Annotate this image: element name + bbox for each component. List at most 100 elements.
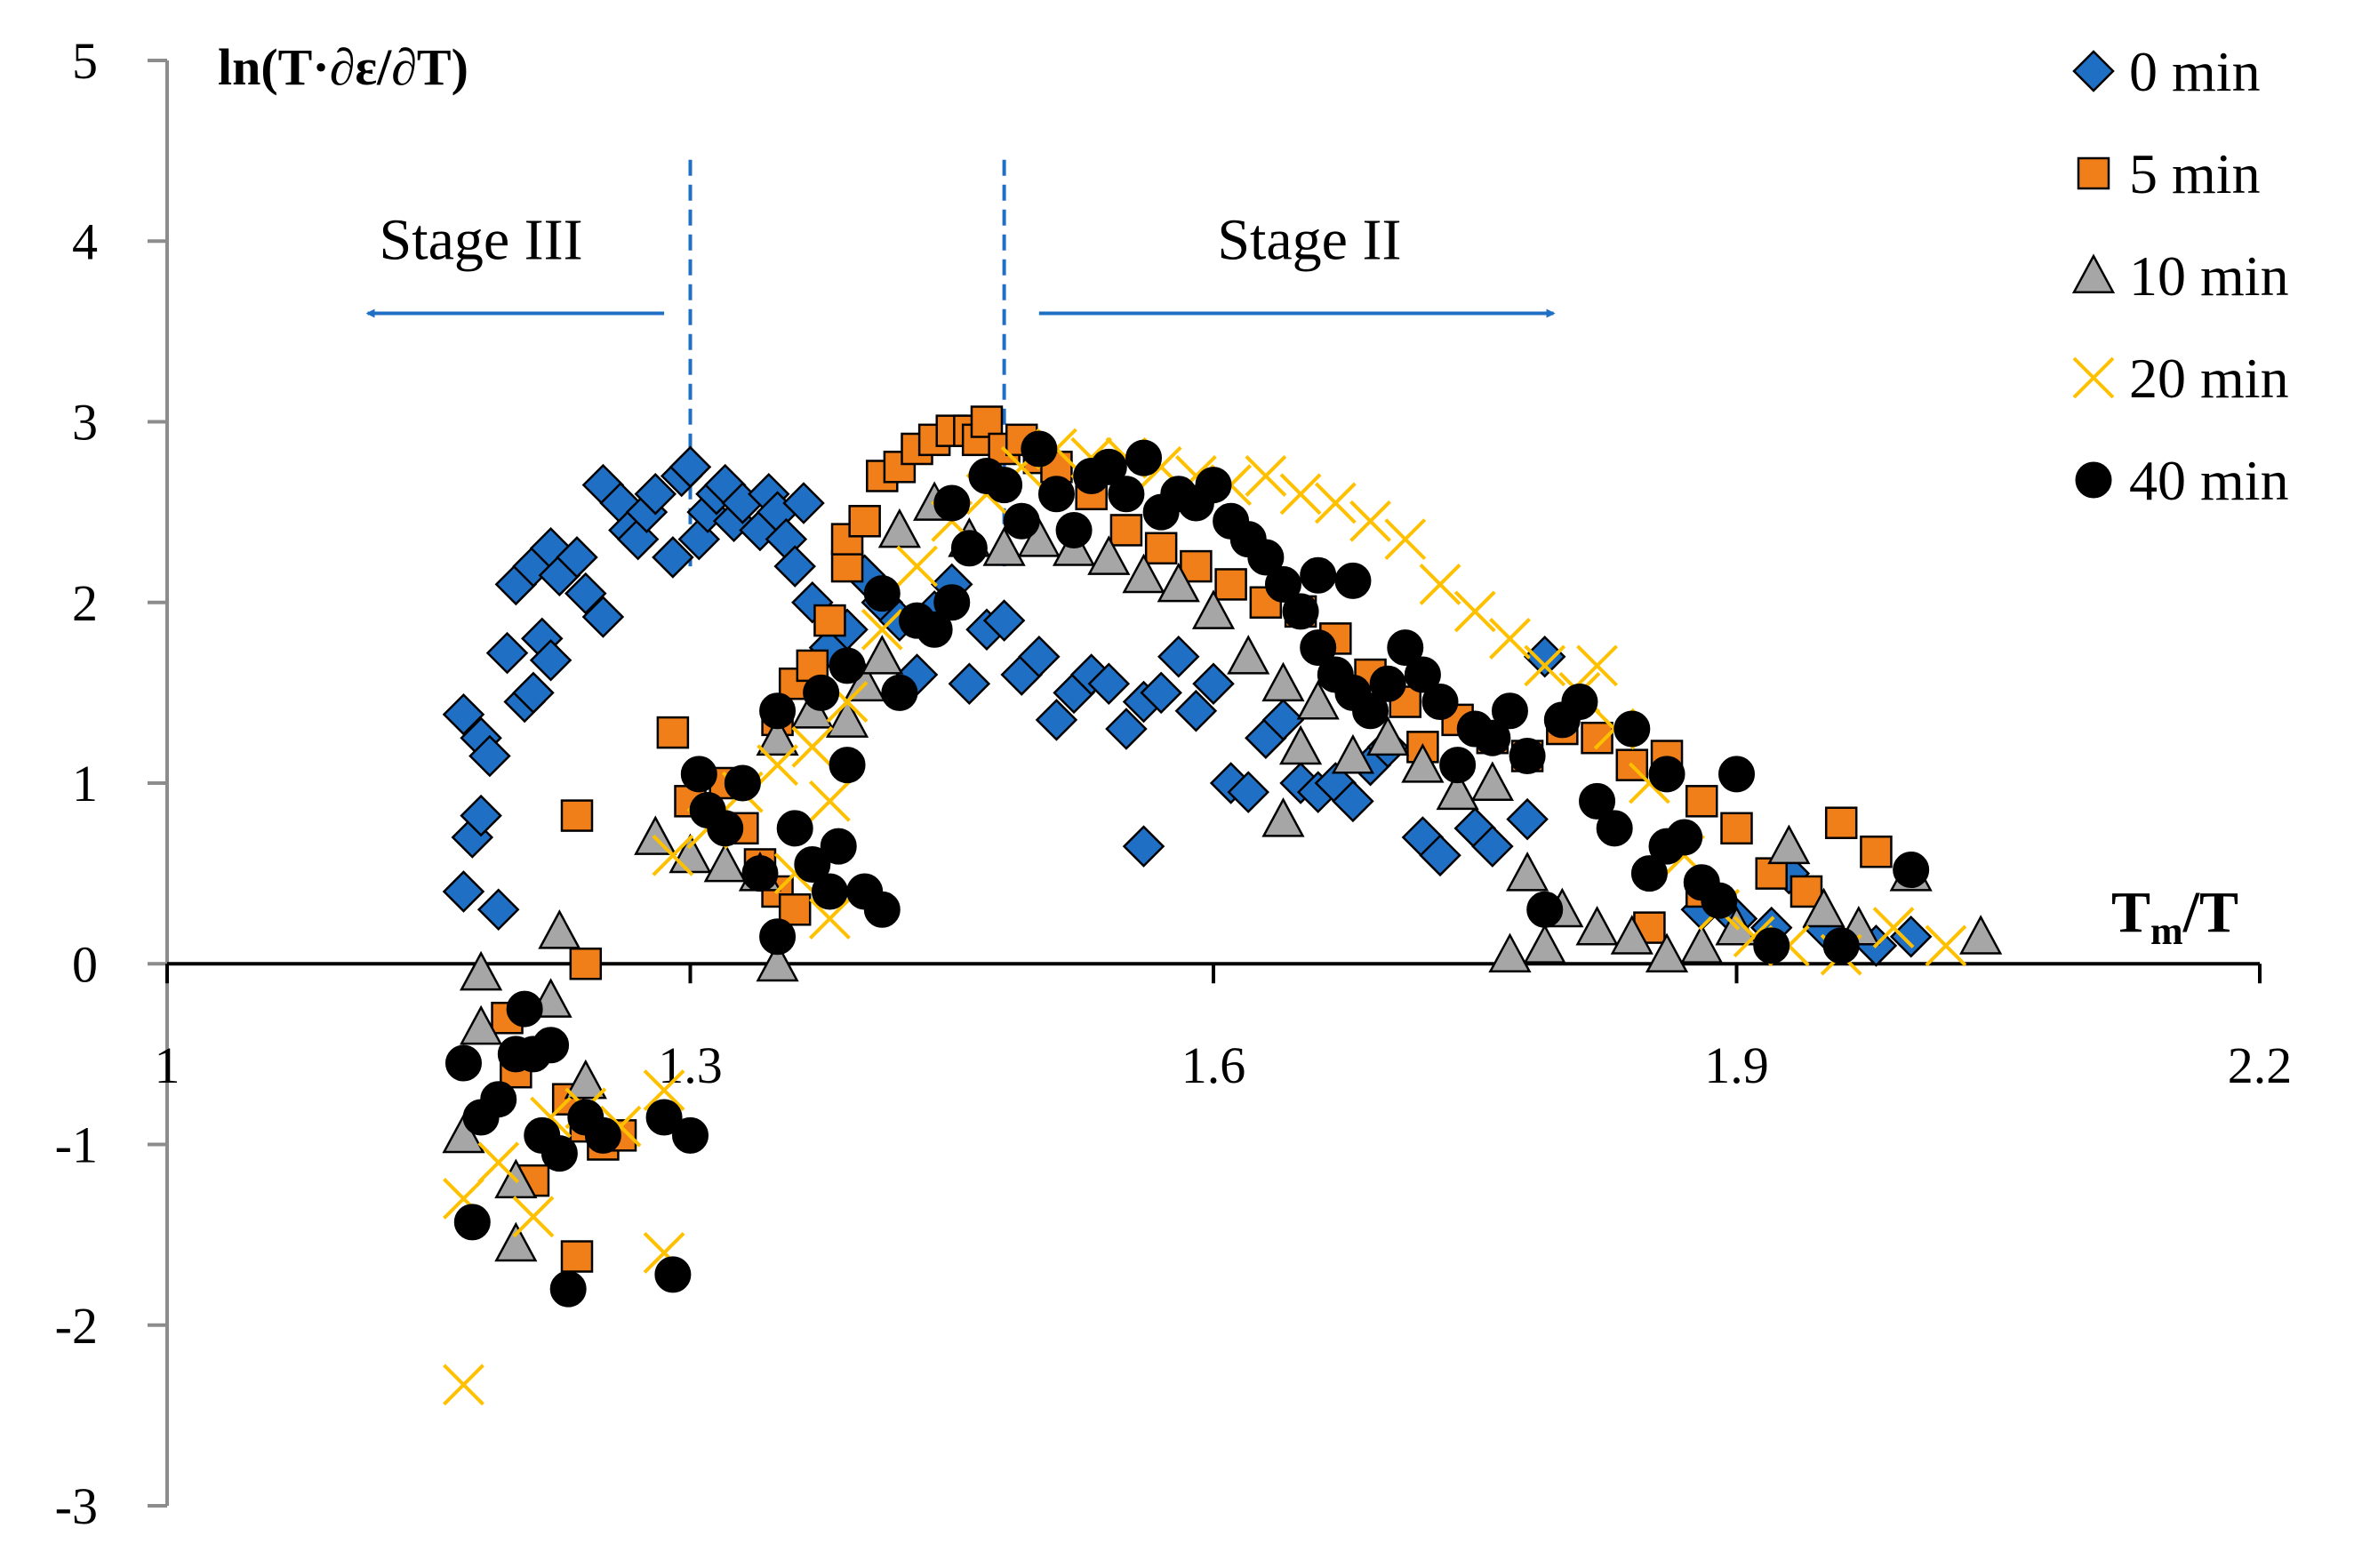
legend-marker bbox=[2077, 156, 2110, 190]
data-point bbox=[759, 692, 797, 730]
y-tick-label: -1 bbox=[55, 1116, 98, 1174]
data-point bbox=[970, 405, 1004, 438]
x-axis-label-subscript: m bbox=[2150, 909, 2183, 953]
legend-item: 40 min bbox=[2075, 449, 2289, 512]
data-point bbox=[538, 909, 581, 949]
data-point bbox=[1090, 448, 1127, 485]
data-point bbox=[1191, 589, 1236, 629]
legend: 0 min 5 min 10 min 20 min 40 min bbox=[2071, 40, 2289, 512]
data-point bbox=[759, 918, 797, 956]
data-point bbox=[1720, 812, 1753, 845]
data-point bbox=[512, 1196, 555, 1238]
data-point bbox=[741, 855, 779, 892]
data-point bbox=[1261, 661, 1305, 702]
data-point bbox=[1314, 482, 1357, 524]
data-point bbox=[540, 1135, 578, 1172]
data-point bbox=[825, 698, 869, 738]
legend-label: 10 min bbox=[2129, 244, 2289, 308]
data-point bbox=[1192, 662, 1235, 705]
data-point bbox=[1824, 806, 1858, 839]
data-point bbox=[1470, 761, 1514, 801]
data-point bbox=[1576, 644, 1618, 687]
data-point bbox=[1261, 699, 1305, 741]
data-point bbox=[1506, 797, 1549, 841]
data-point bbox=[1214, 568, 1247, 601]
data-point bbox=[1404, 656, 1441, 693]
data-point bbox=[829, 647, 866, 684]
data-point bbox=[652, 834, 694, 876]
data-point bbox=[476, 888, 520, 932]
data-point bbox=[1419, 564, 1461, 605]
data-point bbox=[982, 526, 1026, 566]
data-point bbox=[1893, 852, 1930, 889]
data-point bbox=[1524, 644, 1566, 687]
data-point bbox=[933, 584, 971, 621]
data-point bbox=[672, 1116, 709, 1154]
data-point bbox=[1352, 692, 1389, 730]
x-tick-label: 1.9 bbox=[1704, 1036, 1769, 1094]
data-point bbox=[848, 505, 881, 538]
y-tick-label: 5 bbox=[72, 32, 98, 90]
data-point bbox=[1331, 733, 1375, 774]
data-point bbox=[1157, 562, 1200, 603]
y-tick-label: 2 bbox=[72, 574, 98, 632]
data-point bbox=[1685, 785, 1718, 818]
data-point bbox=[1419, 834, 1461, 877]
data-point bbox=[1421, 684, 1459, 721]
data-point bbox=[1021, 430, 1058, 468]
data-point bbox=[477, 1141, 520, 1184]
data-point bbox=[791, 725, 834, 768]
data-point bbox=[1035, 699, 1078, 741]
data-point bbox=[480, 1081, 517, 1118]
data-point bbox=[1575, 905, 1619, 946]
data-point bbox=[794, 845, 831, 883]
data-point bbox=[652, 536, 694, 579]
data-point bbox=[494, 1221, 538, 1262]
data-point bbox=[1680, 924, 1724, 964]
legend-label: 5 min bbox=[2129, 142, 2261, 205]
data-point bbox=[1666, 819, 1703, 856]
data-point bbox=[634, 473, 677, 516]
data-point bbox=[757, 744, 798, 787]
data-point bbox=[512, 671, 555, 715]
data-point bbox=[813, 604, 846, 637]
data-point bbox=[1596, 810, 1633, 847]
x-axis-label-main: T bbox=[2111, 880, 2150, 945]
data-point bbox=[1753, 927, 1790, 964]
x-tick-label: 2.2 bbox=[2228, 1036, 2293, 1094]
data-point bbox=[1802, 887, 1846, 928]
data-point bbox=[1264, 565, 1301, 603]
data-point bbox=[1718, 756, 1755, 793]
data-point bbox=[1436, 770, 1479, 811]
data-point bbox=[1195, 467, 1232, 504]
data-point bbox=[581, 596, 625, 638]
data-point bbox=[1349, 500, 1391, 542]
stage3-label: Stage III bbox=[380, 208, 583, 273]
data-point bbox=[881, 674, 918, 711]
data-point bbox=[703, 842, 747, 883]
data-point bbox=[468, 734, 511, 778]
data-point bbox=[773, 545, 816, 588]
data-point bbox=[1369, 665, 1406, 702]
data-point bbox=[756, 941, 799, 982]
data-point bbox=[830, 549, 864, 583]
data-point bbox=[1790, 875, 1823, 908]
x-tick-label: 1.6 bbox=[1181, 1036, 1246, 1094]
data-point bbox=[532, 1027, 570, 1064]
data-point bbox=[1332, 780, 1374, 823]
data-point bbox=[656, 716, 690, 749]
data-point bbox=[549, 1270, 587, 1308]
data-point bbox=[1610, 915, 1653, 955]
data-point bbox=[442, 692, 485, 736]
data-point bbox=[820, 828, 857, 865]
data-point bbox=[986, 467, 1023, 504]
data-point bbox=[1105, 708, 1148, 750]
data-point bbox=[1003, 502, 1040, 540]
data-point bbox=[1278, 724, 1323, 765]
data-point bbox=[1630, 855, 1668, 892]
data-point bbox=[442, 1113, 485, 1154]
data-point bbox=[444, 1044, 482, 1082]
y-tick-label: 3 bbox=[72, 394, 98, 452]
